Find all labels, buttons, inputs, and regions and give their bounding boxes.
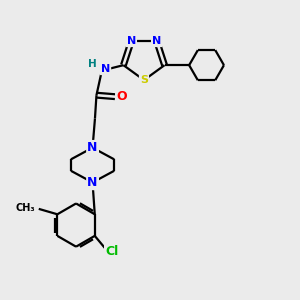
Text: N: N	[101, 64, 110, 74]
Text: CH₃: CH₃	[16, 203, 35, 213]
Text: O: O	[116, 90, 127, 103]
Text: Cl: Cl	[105, 245, 119, 258]
Text: H: H	[88, 59, 97, 69]
Text: N: N	[127, 36, 136, 46]
Text: N: N	[152, 36, 161, 46]
Text: S: S	[140, 75, 148, 85]
Text: N: N	[87, 176, 98, 189]
Text: N: N	[87, 141, 98, 154]
